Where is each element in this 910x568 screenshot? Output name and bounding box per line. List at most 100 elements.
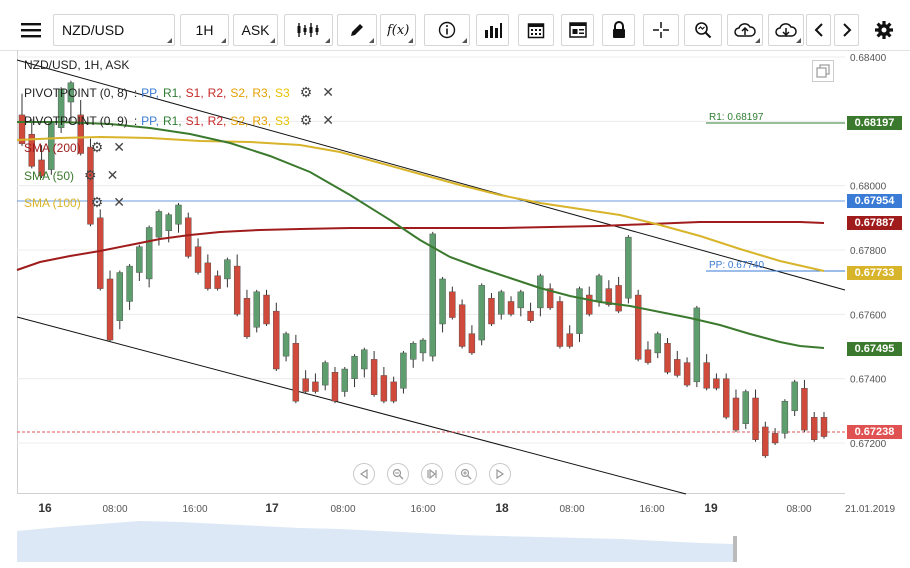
close-icon[interactable]: ✕	[113, 139, 125, 155]
candle-body	[703, 362, 710, 389]
candle-body	[155, 211, 163, 238]
template-button[interactable]	[561, 14, 594, 46]
calendar-button[interactable]	[518, 14, 554, 46]
info-button[interactable]	[424, 14, 470, 46]
legend-sma-100[interactable]: SMA (100) ⚙ ✕	[24, 194, 129, 211]
candle-body	[439, 278, 446, 325]
candle-body	[331, 372, 339, 402]
expand-icon	[816, 64, 830, 78]
candle-body	[732, 397, 740, 431]
pivot-1-r2: R2,	[207, 85, 227, 100]
chart-area[interactable]	[17, 50, 845, 494]
candle-body	[644, 349, 652, 363]
gear-icon[interactable]: ⚙	[90, 139, 104, 155]
candle-body	[67, 82, 75, 103]
pivot-2-name: PIVOTPOINT (0, 9)	[24, 113, 128, 128]
pivot-2-r3: R3,	[252, 113, 272, 128]
bar-chart-icon	[484, 23, 502, 38]
candle-body	[263, 294, 270, 325]
sma-100-label: SMA (100)	[24, 195, 81, 210]
scroll-left-button[interactable]	[806, 14, 831, 46]
pivot-1-s2: S2,	[230, 85, 249, 100]
hamburger-icon	[21, 23, 41, 38]
legend-sma-200[interactable]: SMA (200) ⚙ ✕	[24, 139, 129, 156]
price-tag: 0.67887	[847, 216, 902, 230]
candle-body	[429, 233, 436, 357]
chart-type-button[interactable]	[284, 14, 333, 46]
nav-forward-button[interactable]	[489, 463, 511, 485]
price-type-select[interactable]: ASK	[233, 14, 278, 46]
candle-body	[28, 133, 35, 167]
upload-button[interactable]	[727, 14, 763, 46]
time-tick-label: 16	[38, 501, 52, 515]
draw-button[interactable]	[337, 14, 377, 46]
candle-body	[713, 378, 720, 389]
close-icon[interactable]: ✕	[113, 194, 125, 210]
gear-icon[interactable]: ⚙	[84, 167, 97, 183]
legend-sma-50[interactable]: SMA (50) ⚙ ✕	[24, 167, 122, 184]
pivot-1-sep: :	[133, 85, 138, 100]
menu-button[interactable]	[14, 14, 48, 46]
candle-body	[595, 275, 603, 302]
close-icon[interactable]: ✕	[322, 112, 335, 128]
pivot-1-s1: S1,	[185, 85, 204, 100]
candle-body	[410, 343, 417, 360]
candles-icon	[297, 23, 318, 37]
zoom-button[interactable]	[684, 14, 722, 46]
candle-body	[634, 294, 642, 360]
price-tick-label: 0.67400	[850, 375, 887, 386]
candle-body	[507, 301, 515, 315]
download-button[interactable]	[768, 14, 804, 46]
candle-body	[576, 288, 583, 334]
navigator-handle[interactable]	[733, 536, 737, 562]
pivot-2-r1: R1,	[162, 113, 182, 128]
legend-pivot-2[interactable]: PIVOTPOINT (0, 9) : PP, R1, S1, R2, S2, …	[24, 112, 338, 129]
candle-body	[233, 265, 241, 315]
zoom-icon	[695, 22, 712, 39]
time-tick-label: 17	[265, 501, 279, 515]
candle-body	[185, 217, 192, 257]
zoom-in-button[interactable]	[455, 463, 477, 485]
close-icon[interactable]: ✕	[106, 167, 119, 183]
volume-button[interactable]	[476, 14, 509, 46]
candle-body	[302, 378, 309, 392]
pivot-2-s1: S1,	[185, 113, 204, 128]
close-icon[interactable]: ✕	[322, 84, 335, 100]
reset-button[interactable]	[421, 463, 443, 485]
cloud-upload-icon	[734, 23, 756, 37]
gear-icon[interactable]: ⚙	[90, 194, 104, 210]
pp-annotation: PP: 0.67740	[709, 260, 764, 271]
pivot-1-name: PIVOTPOINT (0, 8)	[24, 85, 128, 100]
gear-icon[interactable]: ⚙	[299, 112, 313, 128]
candle-body	[566, 333, 573, 347]
candle-body	[351, 355, 358, 379]
chevron-left-icon	[814, 23, 823, 37]
nav-back-button[interactable]	[353, 463, 375, 485]
price-type-value: ASK	[241, 22, 270, 38]
candle-body	[742, 391, 749, 424]
candle-body	[214, 275, 221, 289]
lock-button[interactable]	[602, 14, 635, 46]
indicators-button[interactable]: f(x)	[380, 14, 416, 46]
navigator[interactable]	[17, 521, 737, 562]
price-tick-label: 0.67600	[850, 310, 887, 321]
symbol-select[interactable]: NZD/USD	[53, 14, 175, 46]
gear-icon[interactable]: ⚙	[299, 84, 313, 100]
crosshair-button[interactable]	[643, 14, 679, 46]
pivot-2-s2: S2,	[230, 113, 249, 128]
candle-body	[478, 285, 485, 341]
interval-select[interactable]: 1H	[180, 14, 229, 46]
candle-body	[38, 159, 45, 177]
zoom-out-icon	[392, 468, 404, 480]
zoom-out-button[interactable]	[387, 463, 409, 485]
time-axis: 16 08:00 16:00 17 08:00 16:00 18 08:00 16:00 19 08…	[38, 501, 895, 515]
fullscreen-button[interactable]	[812, 60, 834, 82]
scroll-right-button[interactable]	[834, 14, 859, 46]
legend-pivot-1[interactable]: PIVOTPOINT (0, 8) : PP, R1, S1, R2, S2, …	[24, 84, 338, 101]
candle-body	[762, 426, 769, 457]
time-tick-label: 21.01.2019	[845, 504, 895, 515]
candle-body	[791, 381, 798, 412]
price-tick-label: 0.68400	[850, 53, 887, 64]
candle-body	[370, 359, 378, 395]
settings-button[interactable]	[868, 14, 900, 46]
